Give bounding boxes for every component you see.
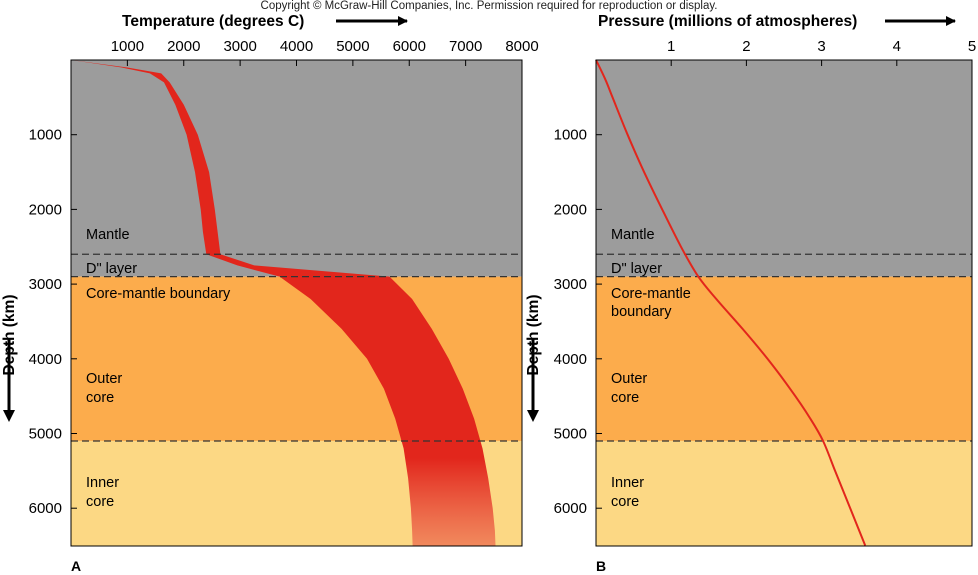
label-inner-core-a-2: core — [86, 494, 114, 510]
x-tick-label: 8000 — [505, 38, 538, 55]
y-tick-label: 6000 — [29, 500, 62, 517]
label-core-mantle-boundary-a: Core-mantle boundary — [86, 286, 231, 302]
y-tick-label: 6000 — [554, 500, 587, 517]
x-tick-label: 3 — [817, 38, 825, 55]
panel-b: 1 2 3 4 5 1000 2000 3000 4000 5000 6000 Pressure … — [525, 13, 976, 574]
x-tick-label: 5000 — [336, 38, 369, 55]
mantle-zone — [71, 60, 522, 277]
label-d-layer-b: D" layer — [611, 261, 662, 277]
x-tick-label: 2 — [742, 38, 750, 55]
x-tick-label: 5 — [968, 38, 976, 55]
panel-b-y-ticks: 1000 2000 3000 4000 5000 6000 — [554, 127, 602, 517]
label-mantle-b: Mantle — [611, 227, 655, 243]
copyright-notice: Copyright © McGraw-Hill Companies, Inc. … — [260, 0, 718, 12]
label-d-layer-a: D" layer — [86, 261, 137, 277]
inner-core-zone — [596, 440, 972, 546]
label-outer-core-b-2: core — [611, 390, 639, 406]
x-tick-label: 1000 — [111, 38, 144, 55]
depth-axis-arrowhead-a — [3, 410, 15, 422]
label-inner-core-b-2: core — [611, 494, 639, 510]
panel-label-b: B — [596, 558, 606, 574]
y-tick-label: 5000 — [29, 426, 62, 443]
label-outer-core-b-1: Outer — [611, 371, 647, 387]
panel-a: 1000 2000 3000 4000 5000 6000 7000 8000 1000 200… — [1, 13, 539, 574]
label-inner-core-a-1: Inner — [86, 475, 119, 491]
y-tick-label: 1000 — [29, 127, 62, 144]
panel-b-frame — [595, 59, 973, 547]
y-tick-label: 2000 — [554, 201, 587, 218]
label-inner-core-b-1: Inner — [611, 475, 644, 491]
outer-core-zone — [596, 276, 972, 441]
x-tick-label: 4000 — [280, 38, 313, 55]
depth-axis-arrowhead-b — [527, 410, 539, 422]
panel-a-y-ticks: 1000 2000 3000 4000 5000 6000 — [29, 127, 77, 517]
y-tick-label: 4000 — [29, 351, 62, 368]
panel-b-x-ticks: 1 2 3 4 5 — [667, 38, 976, 66]
y-tick-label: 4000 — [554, 351, 587, 368]
label-outer-core-a-1: Outer — [86, 371, 122, 387]
y-tick-label: 2000 — [29, 201, 62, 218]
panel-a-x-ticks: 1000 2000 3000 4000 5000 6000 7000 8000 — [111, 38, 539, 66]
temperature-band — [71, 60, 496, 546]
label-outer-core-a-2: core — [86, 390, 114, 406]
x-tick-label: 3000 — [223, 38, 256, 55]
x-tick-label: 4 — [893, 38, 901, 55]
panel-label-a: A — [71, 558, 81, 574]
x-tick-label: 6000 — [393, 38, 426, 55]
label-core-mantle-boundary-b-2: boundary — [611, 304, 672, 320]
depth-axis-title-a: Depth (km) — [1, 295, 18, 376]
y-tick-label: 3000 — [554, 276, 587, 293]
x-tick-label: 2000 — [167, 38, 200, 55]
depth-axis-title-b: Depth (km) — [525, 295, 542, 376]
pressure-curve — [595, 59, 867, 546]
temperature-axis-title: Temperature (degrees C) — [122, 13, 304, 30]
x-tick-label: 7000 — [449, 38, 482, 55]
pressure-axis-title: Pressure (millions of atmospheres) — [598, 13, 857, 30]
x-tick-label: 1 — [667, 38, 675, 55]
label-core-mantle-boundary-b-1: Core-mantle — [611, 286, 691, 302]
y-tick-label: 5000 — [554, 426, 587, 443]
label-mantle-a: Mantle — [86, 227, 130, 243]
y-tick-label: 1000 — [554, 127, 587, 144]
mantle-zone — [596, 60, 972, 277]
y-tick-label: 3000 — [29, 276, 62, 293]
panel-b-zones — [596, 60, 972, 546]
